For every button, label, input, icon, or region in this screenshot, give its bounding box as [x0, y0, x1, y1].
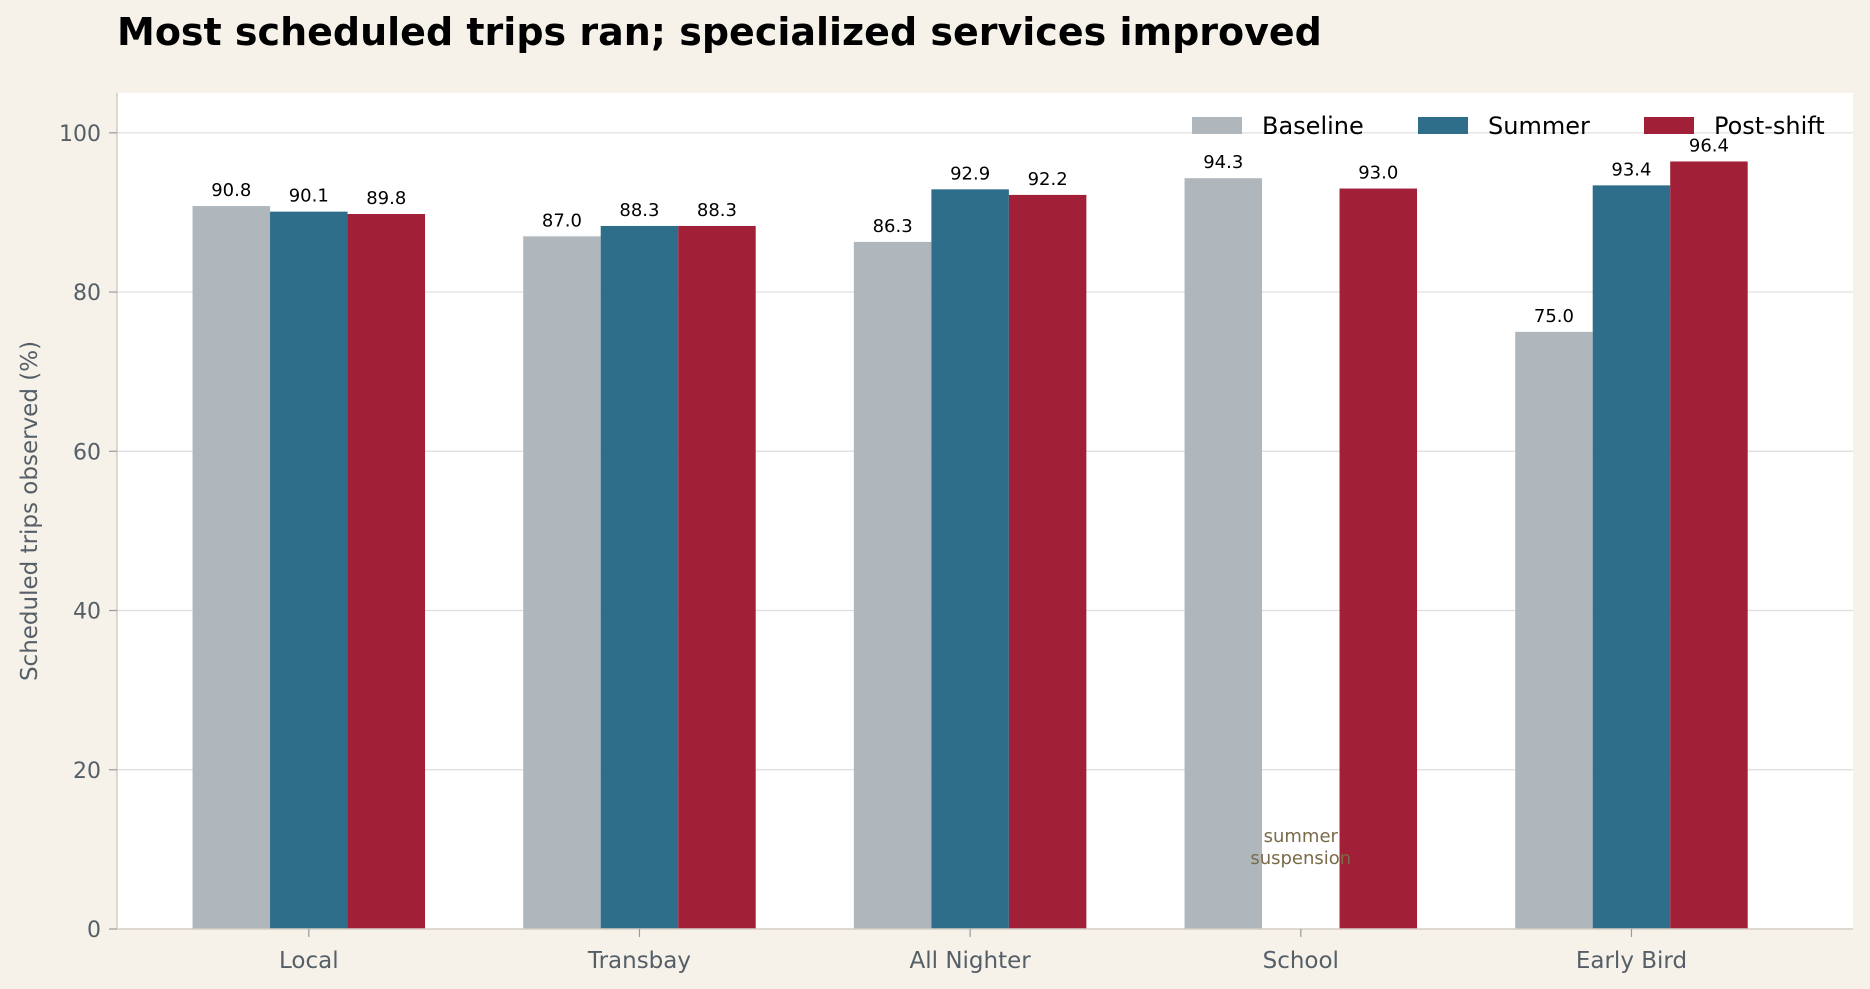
- bar: [192, 206, 271, 929]
- bar: [523, 236, 601, 930]
- data-label: 93.4: [1611, 159, 1651, 180]
- annotation-text: suspension: [1250, 848, 1351, 869]
- y-tick-label: 40: [73, 600, 101, 625]
- data-label: 90.8: [211, 180, 251, 201]
- bar: [1339, 188, 1418, 930]
- y-axis-label: Scheduled trips observed (%): [17, 341, 43, 681]
- data-label: 96.4: [1689, 135, 1729, 156]
- legend-entry: Summer: [1488, 112, 1590, 140]
- chart-title: Most scheduled trips ran; specialized se…: [117, 10, 1322, 54]
- data-label: 92.9: [950, 163, 990, 184]
- data-label: 87.0: [542, 210, 582, 231]
- legend-entry: Baseline: [1262, 112, 1364, 140]
- bars: [192, 161, 1748, 930]
- y-tick-label: 80: [73, 281, 101, 306]
- data-label: 89.8: [366, 188, 406, 209]
- bar: [931, 189, 1009, 929]
- data-label: 93.0: [1358, 163, 1398, 184]
- bar: [1515, 331, 1593, 929]
- legend-swatch: [1644, 117, 1694, 134]
- bar: [1008, 194, 1087, 930]
- x-tick-label: Local: [279, 948, 339, 974]
- data-labels: 90.8 90.1 89.8 87.0 88.3 88.3 86.3 92.9 92.2 94.3…: [211, 135, 1729, 869]
- bar: [347, 214, 426, 930]
- x-tick-label: All Nighter: [910, 948, 1032, 974]
- y-tick-label: 0: [87, 918, 101, 943]
- bar: [1670, 161, 1748, 929]
- y-tick-label: 100: [59, 122, 101, 147]
- legend-swatch: [1192, 117, 1242, 134]
- data-label: 75.0: [1534, 306, 1574, 327]
- annotation-text: summer: [1264, 826, 1339, 847]
- data-label: 94.3: [1203, 152, 1243, 173]
- bar: [1592, 185, 1671, 929]
- x-tick-label: Transbay: [587, 948, 691, 974]
- data-label: 88.3: [697, 200, 737, 221]
- bar: [600, 225, 679, 929]
- data-label: 88.3: [619, 200, 659, 221]
- y-tick-label: 20: [73, 759, 101, 784]
- bar: [270, 211, 348, 929]
- data-label: 90.1: [289, 186, 329, 207]
- legend-entry: Post-shift: [1714, 112, 1825, 140]
- bar: [853, 241, 932, 929]
- bar: [1184, 178, 1263, 929]
- x-tick-label: School: [1263, 948, 1339, 974]
- bar: [678, 225, 756, 929]
- legend: Baseline Summer Post-shift: [1192, 112, 1825, 140]
- data-label: 86.3: [873, 216, 913, 237]
- x-tick-label: Early Bird: [1576, 948, 1687, 974]
- y-tick-label: 60: [73, 440, 101, 465]
- data-label: 92.2: [1028, 169, 1068, 190]
- axis-ticks: 0 20 40 60 80 100 Local Transbay All Nighter Scho…: [59, 122, 1687, 974]
- legend-swatch: [1418, 117, 1468, 134]
